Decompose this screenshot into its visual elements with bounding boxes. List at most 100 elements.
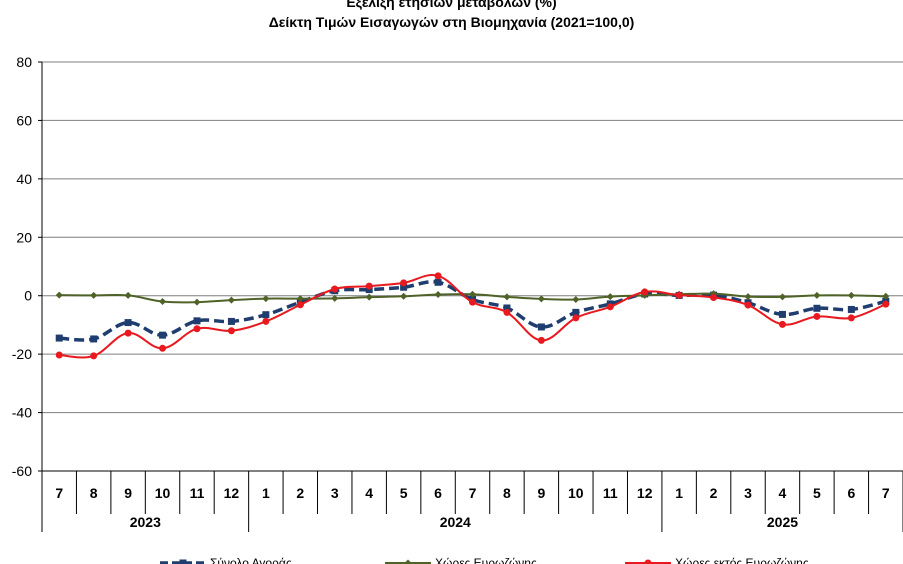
data-point xyxy=(606,293,614,301)
series-line xyxy=(59,274,887,359)
chart-subtitle: Δείκτη Τιμών Εισαγωγών στη Βιομηχανία (2… xyxy=(268,14,635,30)
data-point xyxy=(227,327,235,335)
x-tick-label: 5 xyxy=(813,485,821,501)
x-tick-label: 6 xyxy=(434,485,442,501)
x-tick-label: 7 xyxy=(882,485,890,501)
data-point xyxy=(778,293,786,301)
data-point xyxy=(778,320,786,328)
data-point xyxy=(159,331,167,339)
data-point xyxy=(331,285,339,293)
data-point xyxy=(572,296,580,304)
data-point xyxy=(400,283,408,291)
data-point xyxy=(331,294,339,302)
data-point xyxy=(400,292,408,300)
data-point xyxy=(296,295,304,303)
data-point xyxy=(641,288,649,296)
x-tick-label: 9 xyxy=(537,485,545,501)
series-layer xyxy=(55,272,890,360)
y-tick-label: 20 xyxy=(16,229,32,245)
x-tick-label: 1 xyxy=(675,485,683,501)
y-tick-label: -40 xyxy=(12,405,32,421)
data-point xyxy=(434,272,442,280)
data-point xyxy=(434,278,442,286)
data-point xyxy=(296,301,304,309)
legend: Σύνολο Αγοράς Χώρες Ευρωζώνης Χώρες εκτός … xyxy=(160,556,809,564)
axes xyxy=(38,61,903,532)
data-point xyxy=(124,329,132,337)
data-point xyxy=(813,312,821,320)
data-point xyxy=(193,317,201,325)
data-point xyxy=(744,301,752,309)
data-point xyxy=(124,319,132,327)
data-point xyxy=(262,311,270,319)
data-point xyxy=(537,323,545,331)
x-tick-label: 2 xyxy=(296,485,304,501)
x-tick-label: 11 xyxy=(190,485,205,501)
data-point xyxy=(227,317,235,325)
data-point xyxy=(55,334,63,342)
data-point xyxy=(572,308,580,316)
data-point xyxy=(847,305,855,313)
legend-marker xyxy=(404,559,412,564)
data-point xyxy=(503,293,511,301)
data-point xyxy=(744,293,752,301)
data-point xyxy=(882,300,890,308)
y-axis-tick-labels: -60 -40 -20 0 20 40 60 80 xyxy=(12,54,32,479)
x-tick-label: 7 xyxy=(55,485,63,501)
data-point xyxy=(55,351,63,359)
data-point xyxy=(159,344,167,352)
data-point xyxy=(847,291,855,299)
year-group-label: 2025 xyxy=(767,514,798,530)
x-tick-label: 3 xyxy=(331,485,339,501)
data-point xyxy=(434,291,442,299)
data-point xyxy=(778,310,786,318)
data-point xyxy=(469,290,476,298)
data-point xyxy=(365,293,373,301)
data-point xyxy=(572,314,580,322)
data-point xyxy=(90,352,98,360)
y-tick-label: -60 xyxy=(12,463,32,479)
legend-label: Χώρες Ευρωζώνης xyxy=(435,556,537,564)
data-point xyxy=(90,291,98,299)
data-point xyxy=(365,286,373,294)
x-tick-label: 10 xyxy=(155,485,171,501)
series-line xyxy=(59,280,887,342)
x-tick-label: 12 xyxy=(224,485,240,501)
y-tick-label: 40 xyxy=(16,171,32,187)
y-tick-label: 80 xyxy=(16,54,32,70)
y-tick-label: 60 xyxy=(16,112,32,128)
data-point xyxy=(847,314,855,322)
legend-marker xyxy=(179,559,187,564)
x-tick-label: 3 xyxy=(744,485,752,501)
year-group-label: 2023 xyxy=(130,514,161,530)
data-point xyxy=(365,282,373,290)
x-tick-label: 4 xyxy=(779,485,787,501)
gridlines xyxy=(42,61,903,472)
x-tick-label: 5 xyxy=(400,485,408,501)
data-point xyxy=(469,298,476,306)
legend-label: Σύνολο Αγοράς xyxy=(210,556,292,564)
data-point xyxy=(124,291,132,299)
x-tick-label: 1 xyxy=(262,485,270,501)
year-group-label: 2024 xyxy=(440,514,471,530)
x-tick-label: 8 xyxy=(90,485,98,501)
data-point xyxy=(193,325,201,333)
y-tick-label: -20 xyxy=(12,346,32,362)
x-tick-label: 12 xyxy=(637,485,653,501)
y-tick-label: 0 xyxy=(24,288,32,304)
x-tick-label: 4 xyxy=(365,485,373,501)
x-tick-label: 8 xyxy=(503,485,511,501)
data-point xyxy=(262,317,270,325)
data-point xyxy=(227,296,235,304)
data-point xyxy=(813,304,821,312)
data-point xyxy=(159,298,167,306)
data-point xyxy=(400,279,408,287)
data-point xyxy=(537,336,545,344)
data-point xyxy=(675,291,683,299)
data-point xyxy=(710,293,718,301)
data-point xyxy=(193,298,201,306)
legend-marker xyxy=(644,559,652,564)
x-tick-label: 2 xyxy=(710,485,718,501)
x-tick-label: 6 xyxy=(847,485,855,501)
